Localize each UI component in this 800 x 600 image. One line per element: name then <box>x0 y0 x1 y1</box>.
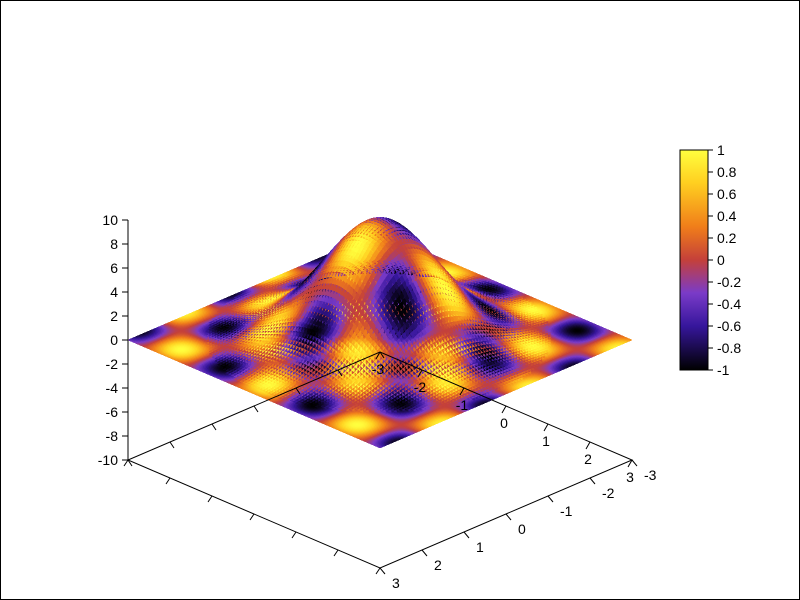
x2-tick <box>334 550 338 556</box>
x-tick <box>586 442 590 449</box>
colorbar: -1 -0.8 -0.6 -0.4 -0.2 0 0.2 0.4 0.6 0.8 1 <box>680 142 741 378</box>
x-tick-label: -2 <box>414 379 427 395</box>
x-tick <box>544 424 548 431</box>
y-tick <box>548 496 553 502</box>
y-tick <box>632 460 637 466</box>
x2-tick <box>124 460 128 466</box>
z-tick-label: 2 <box>110 308 118 324</box>
y2-tick <box>254 406 258 412</box>
colorbar-tick-label: 0.6 <box>717 186 737 202</box>
z-tick-label: -8 <box>106 428 119 444</box>
y-tick-label: 0 <box>518 521 526 537</box>
x-tick-label: 0 <box>500 415 508 431</box>
z-tick-label: 8 <box>110 236 118 252</box>
y-tick-label: -1 <box>560 503 573 519</box>
z-tick-label: 10 <box>102 212 118 228</box>
y-tick-label: -3 <box>644 467 657 483</box>
y-tick <box>590 478 595 484</box>
colorbar-tick-label: -0.8 <box>717 340 741 356</box>
x-tick-label: 2 <box>584 451 592 467</box>
y-tick <box>422 550 427 556</box>
x2-tick <box>166 478 170 484</box>
plot-svg: -10-8-6-4-20246810-3-2-10123-3-2-10123-1… <box>0 0 800 600</box>
x2-tick <box>250 514 254 520</box>
y-tick <box>464 532 469 538</box>
x-tick-label: -1 <box>456 397 469 413</box>
colorbar-tick-label: 0.2 <box>717 230 737 246</box>
colorbar-tick-label: 0 <box>717 252 725 268</box>
x2-tick <box>376 568 380 574</box>
x-tick-label: -3 <box>372 361 385 377</box>
z-tick-label: -4 <box>106 380 119 396</box>
y-tick-label: -2 <box>602 485 615 501</box>
colorbar-rect <box>680 150 708 370</box>
z-tick-label: 4 <box>110 284 118 300</box>
surface-mesh <box>128 217 632 448</box>
z-tick-label: -10 <box>98 452 118 468</box>
colorbar-tick-label: -1 <box>717 362 730 378</box>
y-tick <box>506 514 511 520</box>
colorbar-tick-label: -0.6 <box>717 318 741 334</box>
z-tick-label: -2 <box>106 356 119 372</box>
colorbar-tick-label: -0.2 <box>717 274 741 290</box>
colorbar-tick-label: 0.4 <box>717 208 737 224</box>
colorbar-tick-label: -0.4 <box>717 296 741 312</box>
y-tick-label: 2 <box>434 557 442 573</box>
z-tick-label: 6 <box>110 260 118 276</box>
colorbar-tick-label: 1 <box>717 142 725 158</box>
x-tick-label: 1 <box>542 433 550 449</box>
z-tick-label: -6 <box>106 404 119 420</box>
colorbar-tick-label: 0.8 <box>717 164 737 180</box>
z-tick-label: 0 <box>110 332 118 348</box>
y2-tick <box>212 424 216 430</box>
x-tick <box>502 406 506 413</box>
y2-tick <box>170 442 174 448</box>
y-tick-label: 1 <box>476 539 484 555</box>
x2-tick <box>292 532 296 538</box>
x2-tick <box>208 496 212 502</box>
y-tick-label: 3 <box>392 575 400 591</box>
y-tick <box>380 568 385 574</box>
surface3d-plot: -10-8-6-4-20246810-3-2-10123-3-2-10123-1… <box>0 0 800 600</box>
x-tick-label: 3 <box>626 469 634 485</box>
